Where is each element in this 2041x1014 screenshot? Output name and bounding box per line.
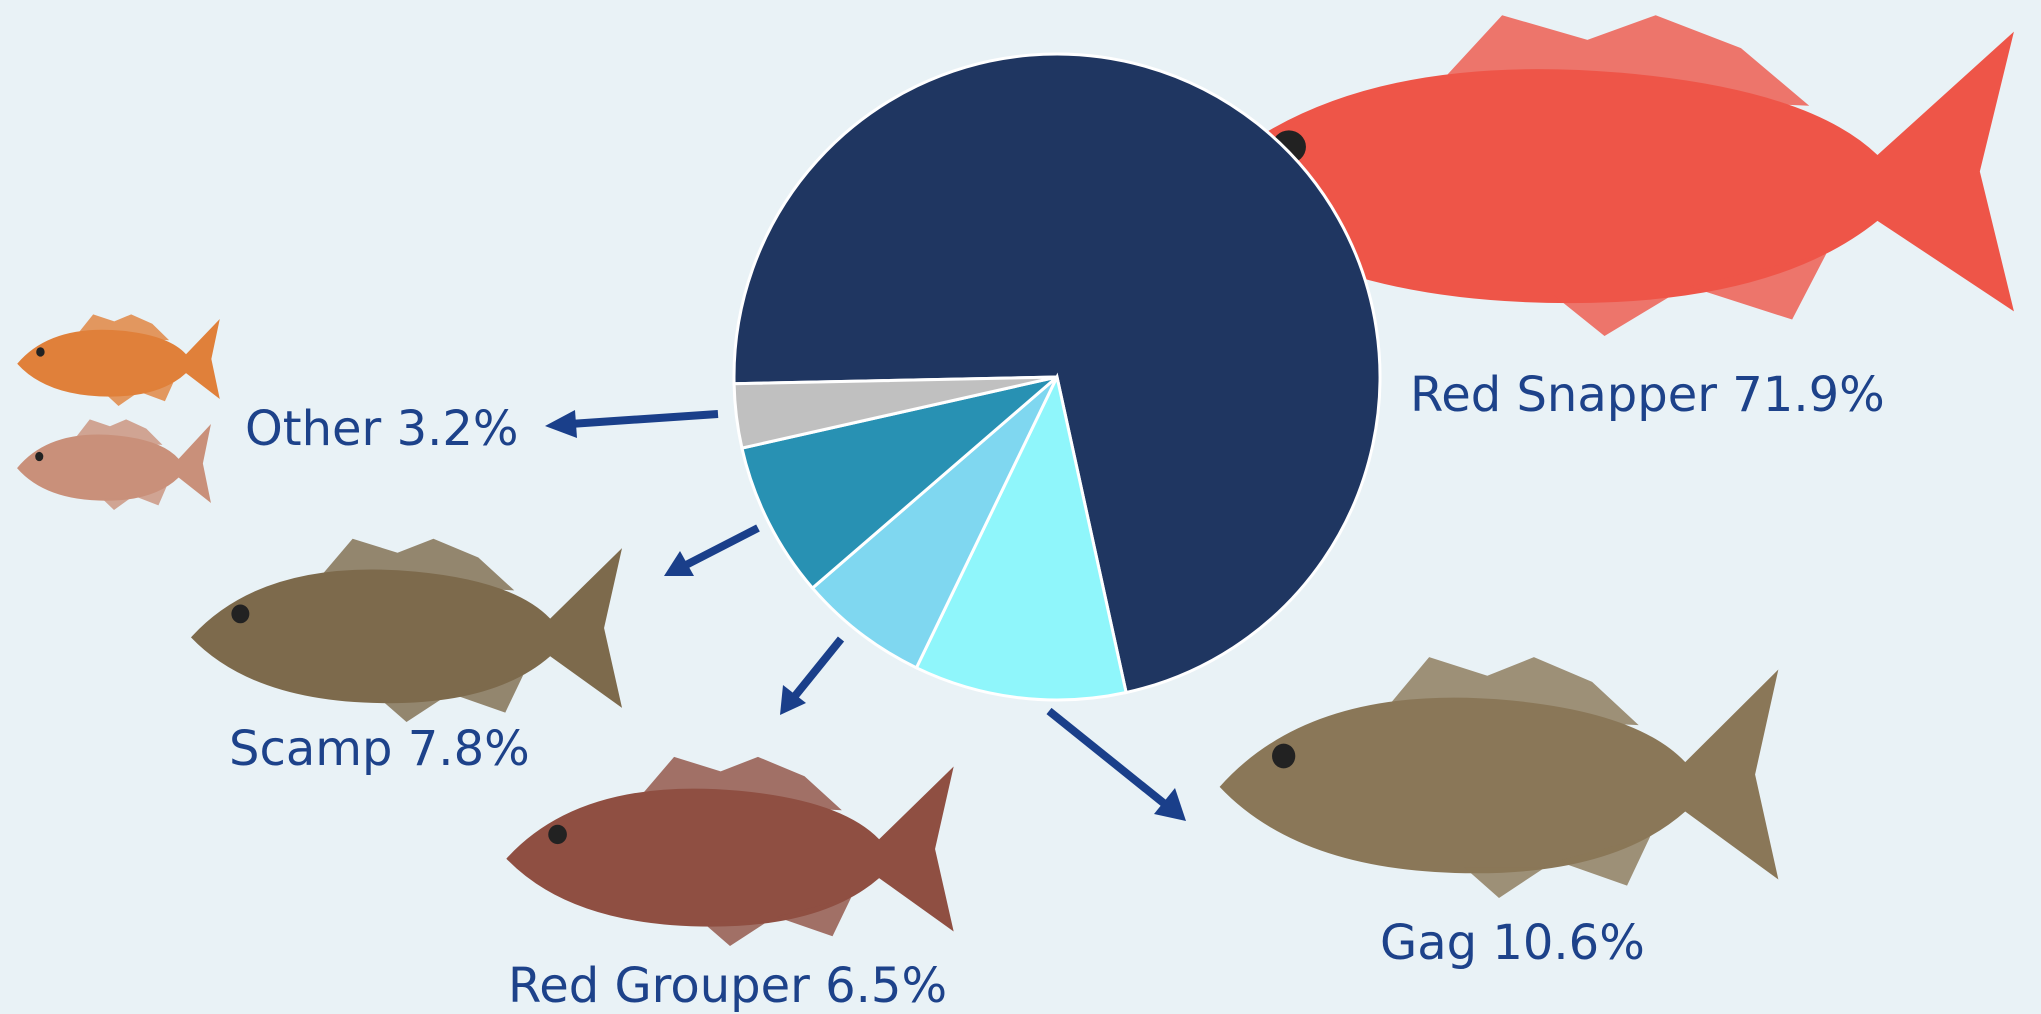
- category: Gag: [1380, 915, 1477, 971]
- slice-label: Other 3.2%: [245, 401, 519, 457]
- slice-label: Scamp 7.8%: [229, 721, 530, 777]
- category: Red Grouper: [508, 958, 810, 1014]
- pie-slice: [732, 375, 1058, 450]
- arrow-gag: [1046, 707, 1169, 809]
- red-grouper-fish: [506, 756, 954, 946]
- value-label: 6.5%: [825, 958, 947, 1014]
- arrow-red-grouper: [791, 636, 845, 699]
- pie-slice: [810, 375, 1059, 670]
- pie-slice: [732, 52, 1382, 695]
- arrows: [545, 410, 1186, 821]
- value-label: 3.2%: [397, 401, 519, 457]
- labels: Red Snapper 71.9% Gag 10.6% Red Grouper …: [229, 367, 1885, 1014]
- pie-slice: [914, 372, 1128, 702]
- other-fish-2: [17, 419, 211, 510]
- arrow-other: [569, 410, 719, 428]
- pie: [732, 52, 1382, 702]
- value-label: 71.9%: [1732, 367, 1884, 423]
- arrow-scamp: [684, 524, 760, 569]
- slice-label: Red Snapper 71.9%: [1410, 367, 1885, 423]
- category: Scamp: [229, 721, 393, 777]
- pie-slice: [740, 375, 1058, 591]
- scamp-fish: [190, 538, 623, 722]
- value-label: 7.8%: [408, 721, 530, 777]
- arrow-head: [545, 410, 577, 438]
- arrow-head: [664, 551, 694, 576]
- arrow-head: [780, 685, 806, 715]
- slice-label: Red Grouper 6.5%: [508, 958, 947, 1014]
- category: Red Snapper: [1410, 367, 1717, 423]
- category: Other: [245, 401, 382, 457]
- gag-fish: [1219, 657, 1779, 898]
- other-fish-1: [17, 314, 220, 406]
- arrow-head: [1154, 788, 1186, 821]
- slice-label: Gag 10.6%: [1380, 915, 1645, 971]
- value-label: 10.6%: [1492, 915, 1644, 971]
